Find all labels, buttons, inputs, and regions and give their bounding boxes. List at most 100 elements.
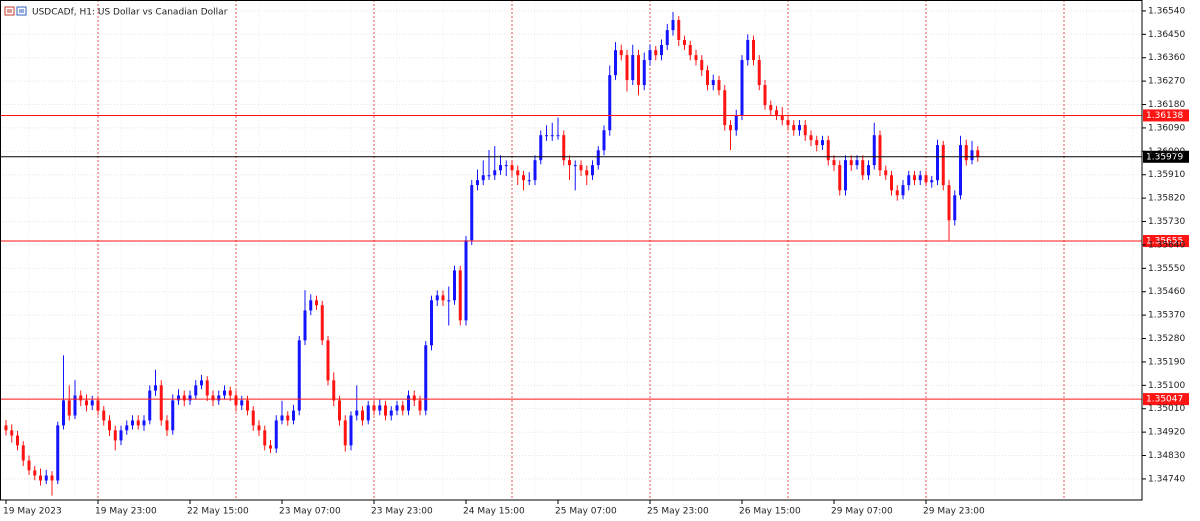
y-tick-label: 1.34920 xyxy=(1148,428,1185,438)
y-tick-label: 1.35640 xyxy=(1148,240,1185,250)
x-tick-label: 25 May 07:00 xyxy=(555,507,617,517)
candle-body xyxy=(349,415,353,446)
candle-body xyxy=(441,295,445,301)
candle-body xyxy=(73,395,77,416)
candle-body xyxy=(918,175,922,181)
level-label: 1.36138 xyxy=(1146,111,1183,121)
y-tick-label: 1.34740 xyxy=(1148,474,1185,484)
candle-body xyxy=(343,420,347,446)
candle-body xyxy=(855,160,859,166)
candle-body xyxy=(217,395,221,401)
candle-body xyxy=(33,470,37,476)
candle-body xyxy=(384,405,387,416)
y-tick-label: 1.35100 xyxy=(1148,381,1185,391)
candle-body xyxy=(136,420,140,426)
y-tick-label: 1.35010 xyxy=(1148,404,1185,414)
candle-body xyxy=(648,50,652,61)
candles xyxy=(4,11,980,496)
candle-body xyxy=(654,50,658,56)
candle-body xyxy=(688,44,692,56)
candle-body xyxy=(527,180,531,182)
y-tick-label: 1.36090 xyxy=(1148,123,1185,133)
candle-body xyxy=(458,270,462,321)
candle-body xyxy=(596,150,600,166)
candle-body xyxy=(579,165,583,171)
candle-body xyxy=(757,60,761,86)
candle-body xyxy=(700,60,704,71)
x-tick-label: 24 May 15:00 xyxy=(463,507,525,517)
candle-body xyxy=(200,380,203,386)
candle-body xyxy=(585,170,589,176)
candle-body xyxy=(631,55,635,81)
candle-body xyxy=(481,175,485,181)
candle-body xyxy=(211,395,215,401)
x-tick-label: 23 May 23:00 xyxy=(371,507,433,517)
candle-body xyxy=(338,400,341,421)
candle-body xyxy=(263,430,267,446)
level-label-bg xyxy=(1143,150,1189,163)
candle-body xyxy=(435,295,439,301)
x-tick-label: 26 May 15:00 xyxy=(739,507,801,517)
candle-body xyxy=(895,190,899,196)
candle-body xyxy=(464,240,468,321)
candle-body xyxy=(487,175,491,177)
candle-body xyxy=(39,475,42,481)
grid xyxy=(0,0,1142,500)
candle-body xyxy=(389,410,393,416)
candle-body xyxy=(740,60,744,116)
candle-body xyxy=(913,175,916,181)
candle-body xyxy=(412,395,416,401)
candle-body xyxy=(815,140,819,146)
candle-body xyxy=(274,420,278,449)
candle-body xyxy=(849,160,853,166)
candle-body xyxy=(838,165,842,191)
candle-body xyxy=(953,195,957,221)
level-label-bg xyxy=(1143,109,1189,122)
candle-body xyxy=(522,175,525,181)
y-tick-label: 1.36540 xyxy=(1148,6,1185,16)
candle-body xyxy=(177,395,180,401)
candle-body xyxy=(803,125,807,136)
candle-body xyxy=(194,385,198,396)
candle-body xyxy=(763,85,767,106)
candle-body xyxy=(550,135,554,137)
candle-body xyxy=(861,160,865,176)
candle-body xyxy=(746,40,750,61)
candle-body xyxy=(205,380,209,396)
candle-body xyxy=(504,165,508,167)
candle-body xyxy=(234,395,238,406)
candle-body xyxy=(872,135,876,166)
candle-body xyxy=(27,460,31,471)
x-tick-label: 29 May 07:00 xyxy=(831,507,893,517)
candle-body xyxy=(792,125,796,131)
level-label: 1.35047 xyxy=(1146,395,1183,405)
candle-body xyxy=(251,410,255,426)
candle-body xyxy=(562,135,566,161)
candle-body xyxy=(21,445,25,461)
candle-body xyxy=(119,430,123,441)
candle-body xyxy=(884,170,888,176)
candle-body xyxy=(809,135,813,141)
y-tick-label: 1.35370 xyxy=(1148,311,1185,321)
candle-body xyxy=(723,90,727,126)
candle-body xyxy=(280,415,284,421)
candle-body xyxy=(165,420,169,431)
candle-body xyxy=(85,400,88,406)
candle-body xyxy=(786,120,790,126)
candle-body xyxy=(867,165,870,176)
candle-body xyxy=(257,425,261,431)
candle-body xyxy=(591,165,594,176)
candle-body xyxy=(878,135,882,171)
candle-body xyxy=(309,300,313,311)
candle-body xyxy=(499,165,502,171)
candle-body xyxy=(453,270,456,301)
candle-body xyxy=(228,390,232,396)
y-tick-label: 1.35460 xyxy=(1148,287,1185,297)
candle-body xyxy=(734,115,738,131)
candle-body xyxy=(941,145,945,186)
candle-body xyxy=(470,185,474,241)
candle-body xyxy=(240,400,244,406)
candle-body xyxy=(292,410,295,421)
